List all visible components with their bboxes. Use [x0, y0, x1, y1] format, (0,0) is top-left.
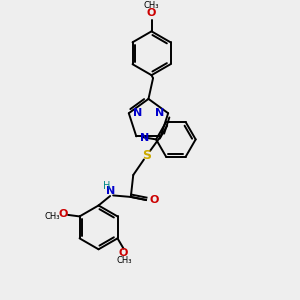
Text: S: S — [142, 149, 152, 162]
Text: N: N — [155, 108, 164, 118]
Text: O: O — [147, 8, 156, 18]
Text: CH₃: CH₃ — [143, 1, 159, 10]
Text: O: O — [119, 248, 128, 258]
Text: CH₃: CH₃ — [116, 256, 132, 266]
Text: O: O — [150, 195, 159, 205]
Text: O: O — [58, 209, 68, 219]
Text: N: N — [133, 108, 142, 118]
Text: N: N — [106, 186, 115, 196]
Text: N: N — [140, 133, 149, 143]
Text: H: H — [103, 181, 110, 191]
Text: CH₃: CH₃ — [44, 212, 60, 221]
